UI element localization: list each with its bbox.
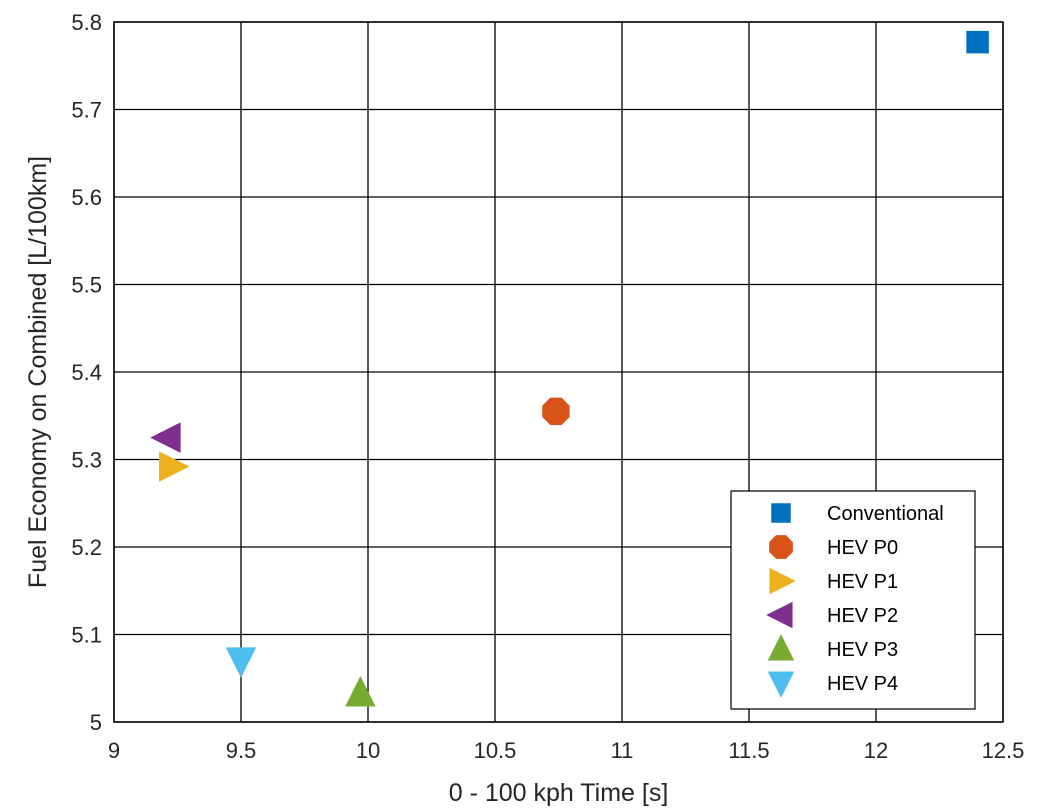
legend: Conventional HEV P0 HEV P1 HEV P2 HEV P3 HEV … bbox=[730, 490, 976, 710]
y-tick-label: 5.3 bbox=[71, 448, 102, 473]
legend-marker-hev-p0 bbox=[769, 535, 793, 559]
legend-marker-hev-p4 bbox=[767, 671, 795, 698]
x-tick-label: 9.5 bbox=[226, 738, 257, 763]
legend-marker-hev-p2 bbox=[766, 601, 793, 629]
legend-marker-hev-p1 bbox=[769, 567, 796, 595]
data-point-conventional bbox=[966, 30, 989, 54]
legend-label: HEV P3 bbox=[827, 639, 898, 661]
legend-marker-hev-p3 bbox=[767, 634, 795, 661]
x-axis-label: 0 - 100 kph Time [s] bbox=[449, 779, 669, 807]
y-axis-ticks: 5 5.1 5.2 5.3 5.4 5.5 5.6 5.7 5.8 bbox=[71, 10, 102, 735]
x-tick-label: 9 bbox=[108, 738, 120, 763]
x-tick-label: 11.5 bbox=[728, 738, 769, 763]
x-tick-label: 10 bbox=[356, 738, 380, 763]
data-point-hev-p2 bbox=[150, 422, 181, 453]
x-tick-label: 10.5 bbox=[474, 738, 517, 763]
x-tick-label: 12 bbox=[864, 738, 888, 763]
data-point-hev-p1 bbox=[159, 451, 190, 482]
x-tick-label: 11 bbox=[611, 738, 634, 763]
data-point-hev-p4 bbox=[225, 647, 257, 678]
legend-label: HEV P4 bbox=[827, 673, 898, 695]
plot-area-frame bbox=[113, 21, 1004, 723]
y-axis-label: Fuel Economy on Combined [L/100km] bbox=[24, 156, 52, 588]
y-tick-label: 5 bbox=[90, 710, 102, 735]
y-tick-label: 5.6 bbox=[71, 185, 102, 210]
data-point-hev-p3 bbox=[345, 676, 376, 707]
y-tick-label: 5.8 bbox=[71, 10, 102, 35]
x-tick-label: 12.5 bbox=[982, 738, 1025, 763]
data-points bbox=[150, 30, 989, 707]
y-tick-label: 5.5 bbox=[71, 273, 102, 298]
y-tick-label: 5.1 bbox=[71, 623, 102, 648]
y-tick-label: 5.7 bbox=[71, 98, 102, 123]
y-tick-label: 5.2 bbox=[71, 535, 102, 560]
legend-label: HEV P0 bbox=[827, 537, 898, 559]
legend-label: HEV P2 bbox=[827, 605, 898, 627]
legend-label: Conventional bbox=[827, 503, 944, 525]
legend-marker-conventional bbox=[771, 503, 791, 523]
data-point-hev-p0 bbox=[542, 397, 570, 426]
x-axis-ticks: 9 9.5 10 10.5 11 11.5 12 12.5 bbox=[108, 738, 1025, 763]
legend-label: HEV P1 bbox=[827, 571, 898, 593]
y-tick-label: 5.4 bbox=[71, 360, 102, 385]
